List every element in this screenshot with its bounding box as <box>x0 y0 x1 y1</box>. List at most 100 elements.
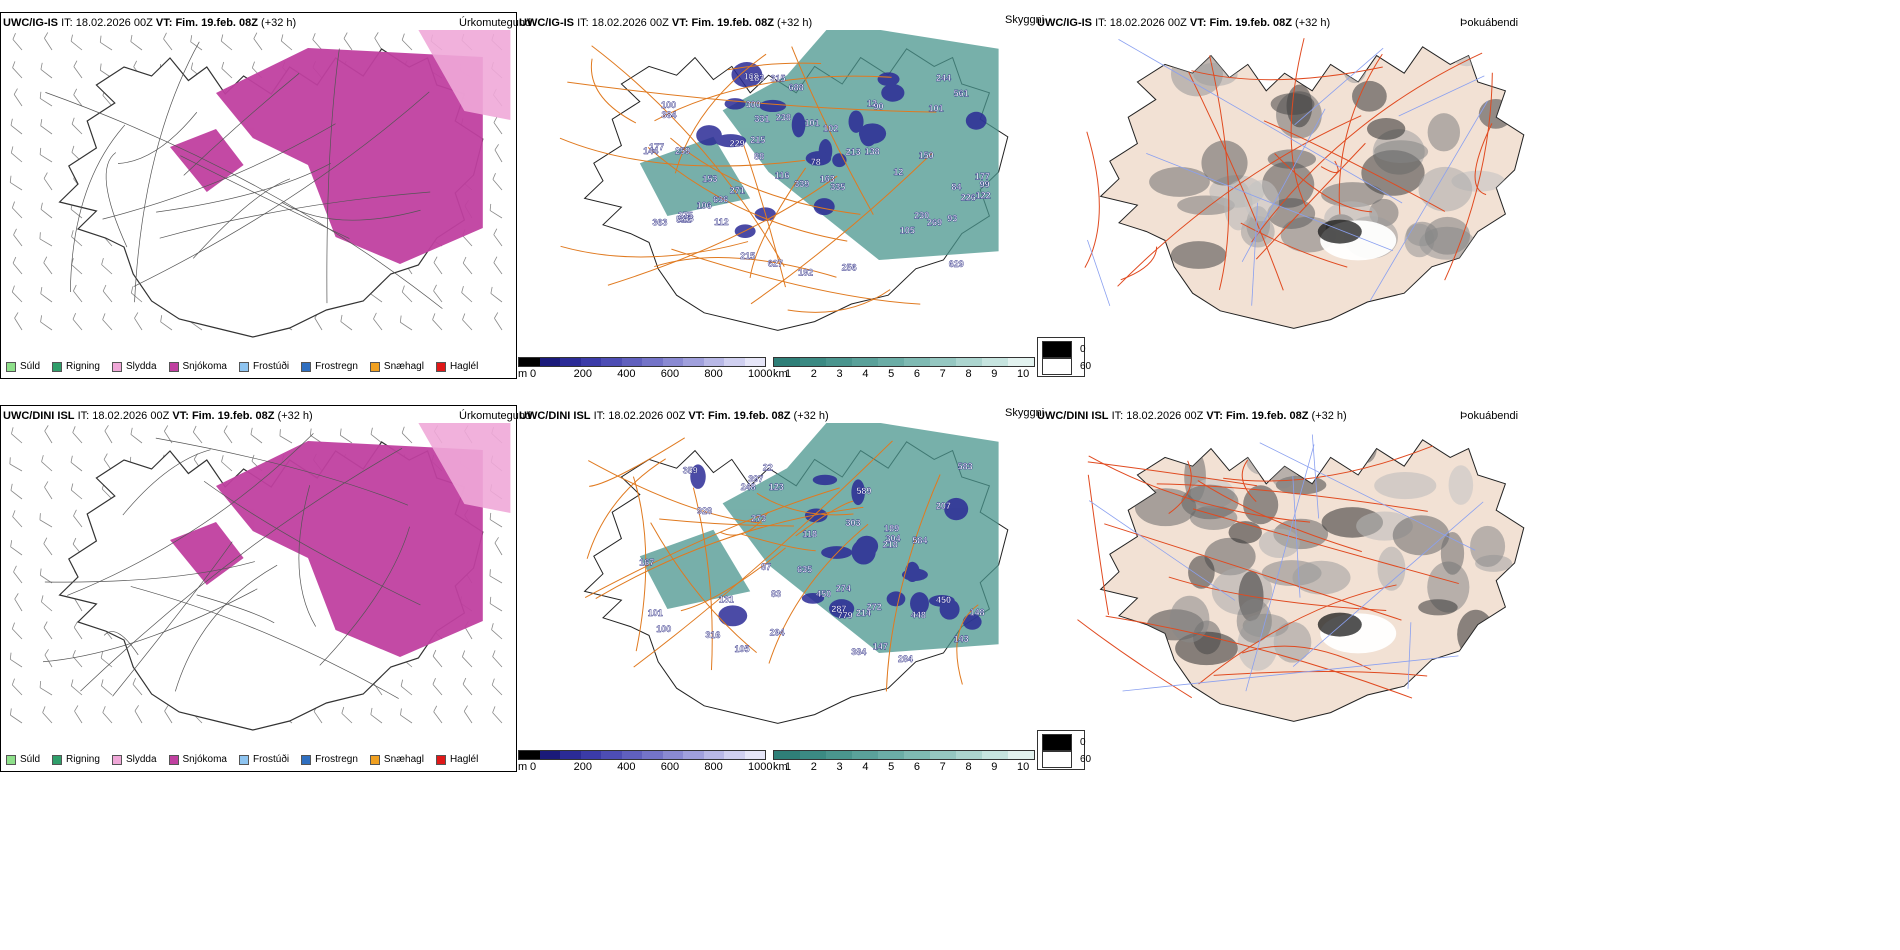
colorbar-step <box>774 358 800 366</box>
ceiling-label: 143 <box>954 634 969 644</box>
precip-legend-2: Súld Rigning Slydda Snjókoma Frostúði Frostre… <box>6 754 490 765</box>
colorbar-step <box>724 358 745 366</box>
legend-item: Slydda <box>111 361 157 372</box>
ceiling-labels: 287 100 123 87 83 118 101 22 147 148 273 248 294 214 1… <box>639 462 985 665</box>
ceiling-label: 928 <box>697 506 712 516</box>
low-ceiling-area <box>690 464 982 630</box>
visibility-map: 6889913810578931771921290153168177144106… <box>559 30 1009 331</box>
ceiling-label: 331 <box>754 114 769 124</box>
legend-label: Súld <box>20 754 41 765</box>
ceiling-label: 450 <box>936 595 951 605</box>
ceiling-label: 100 <box>661 100 676 110</box>
row-1-header-visibility: UWC/IG-IS IT: 18.02.2026 00Z VT: Fim. 19… <box>519 17 813 29</box>
colorbar-step <box>601 751 622 759</box>
legend-label: Frostúði <box>252 361 290 372</box>
colorbar-tick: 3 <box>836 761 843 773</box>
road-network <box>45 41 443 309</box>
sleet-area <box>418 30 511 120</box>
ceiling-label: 102 <box>823 124 838 134</box>
colorbar-step <box>744 751 765 759</box>
ceiling-label: 150 <box>919 151 934 161</box>
colorbar-tick: 0 <box>530 368 537 380</box>
colorbar-step <box>642 358 663 366</box>
road-network <box>42 433 421 699</box>
legend-label: Slydda <box>125 754 157 765</box>
colorbar-tick: 10 <box>1017 368 1030 380</box>
colorbar-step <box>956 358 982 366</box>
colorbar-tick: 1 <box>785 761 792 773</box>
model-name: UWC/IG-IS <box>3 17 58 29</box>
colorbar-step <box>904 358 930 366</box>
ceiling-label: 215 <box>750 135 765 145</box>
colorbar-step <box>878 358 904 366</box>
legend-item: Súld <box>6 754 40 765</box>
legend-swatch <box>168 754 179 765</box>
colorbar-tick: 0 <box>530 761 537 773</box>
colorbar-step <box>1008 358 1034 366</box>
ceiling-label: 635 <box>797 565 812 575</box>
colorbar-step <box>852 358 878 366</box>
rivers <box>1087 39 1488 307</box>
legend-item: Snjókoma <box>168 754 227 765</box>
ceiling-label: 88 <box>754 152 764 162</box>
legend-label: Frostregn <box>315 361 358 372</box>
colorbar-tick: 2 <box>810 761 817 773</box>
precip-legend: Súld Rigning Slydda Snjókoma Frostúði Frostre… <box>6 361 490 372</box>
ceiling-label: 106 <box>697 200 712 210</box>
ceiling-label: 287 <box>831 604 846 614</box>
ceiling-label: 168 <box>744 72 759 82</box>
ceiling-label: 274 <box>836 584 851 594</box>
ceiling-label: 122 <box>976 191 991 201</box>
legend-swatch <box>6 754 16 765</box>
ceiling-label: 215 <box>740 251 755 261</box>
legend-item: Frostregn <box>301 361 358 372</box>
ceiling-label: 273 <box>751 514 766 524</box>
colorbar-step <box>642 751 663 759</box>
legend-item: Snæhagl <box>369 754 424 765</box>
colorbar-tick: 5 <box>888 368 895 380</box>
colorbar-step <box>930 751 956 759</box>
colorbar-tick: 1000 <box>748 761 773 773</box>
colorbar-tick: 8 <box>965 368 972 380</box>
precip-type-map-2 <box>9 423 511 731</box>
ceiling-label: 363 <box>652 217 667 227</box>
colorbar-step <box>744 358 765 366</box>
colorbar-tick: 9 <box>991 368 998 380</box>
ceiling-label: 688 <box>789 82 804 92</box>
ceiling-label: 359 <box>683 465 698 475</box>
row-2-precip-panel <box>0 405 517 772</box>
fog-index-key-2: 0 60 <box>1037 730 1091 770</box>
legend-item: Snjókoma <box>168 361 227 372</box>
ceiling-label: 450 <box>816 589 831 599</box>
colorbar-step <box>826 358 852 366</box>
row-1-header-fog: UWC/IG-IS IT: 18.02.2026 00Z VT: Fim. 19… <box>1037 17 1331 29</box>
ceiling-label: 105 <box>734 644 749 654</box>
legend-item: Súld <box>6 361 40 372</box>
colorbar-tick: 10 <box>1017 761 1030 773</box>
ceiling-label: 284 <box>898 654 913 664</box>
row-2-header-visibility: UWC/DINI ISL IT: 18.02.2026 00Z VT: Fim.… <box>519 410 829 422</box>
ceiling-label: 627 <box>768 259 783 269</box>
legend-label: Súld <box>20 361 41 372</box>
colorbar-step <box>878 751 904 759</box>
colorbar-step <box>904 751 930 759</box>
ceiling-label: 101 <box>648 608 663 618</box>
colorbar-step <box>519 751 540 759</box>
colorbar-tick: 5 <box>888 761 895 773</box>
road-network <box>584 437 979 692</box>
colorbar-tick: 3 <box>836 368 843 380</box>
ceiling-label: 177 <box>975 171 990 181</box>
colorbar-step <box>724 751 745 759</box>
ceiling-label: 300 <box>746 99 761 109</box>
ceiling-label: 521 <box>676 215 691 225</box>
ceiling-label: 256 <box>842 262 857 272</box>
road-network <box>559 45 937 313</box>
legend-item: Frostúði <box>238 361 290 372</box>
ceiling-label: 131 <box>719 595 734 605</box>
ceiling-label: 218 <box>883 540 898 550</box>
colorbar-tick: 2 <box>810 368 817 380</box>
legend-label: Rigning <box>66 361 100 372</box>
ceiling-label: 99 <box>980 180 990 190</box>
fog-title-2: Þokuábendi <box>1460 410 1519 422</box>
ceiling-label: 148 <box>969 608 984 618</box>
